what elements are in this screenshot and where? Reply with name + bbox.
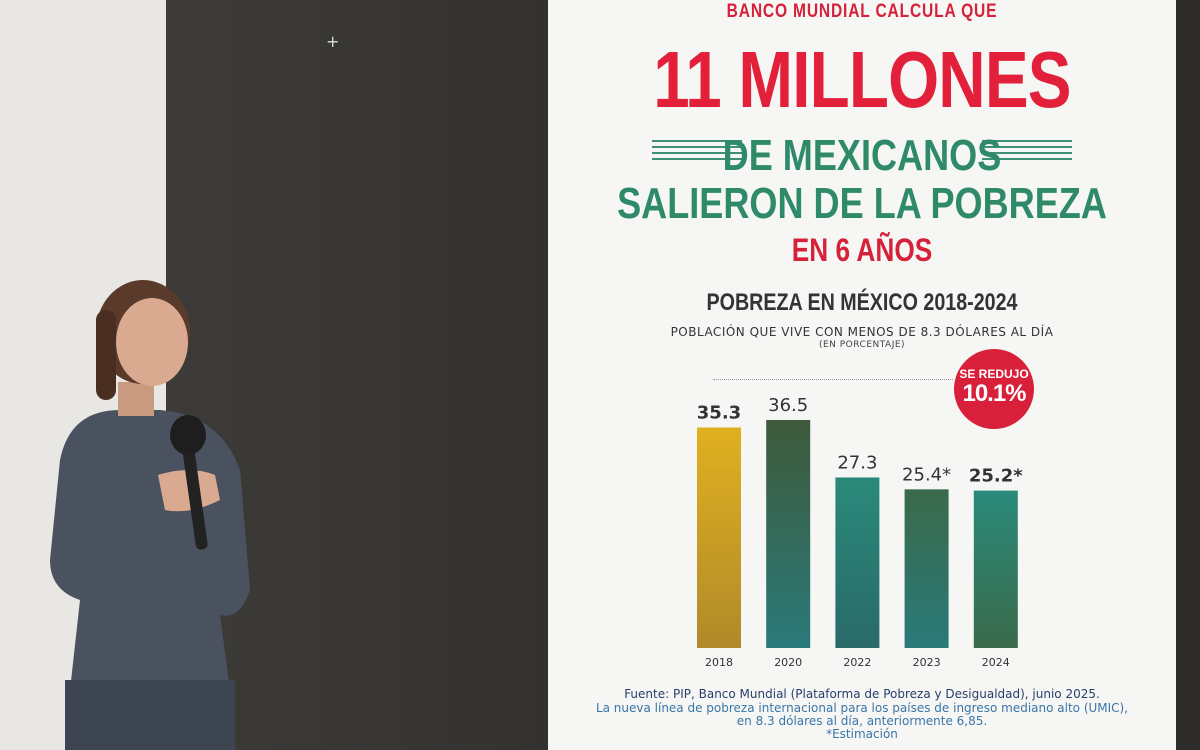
bar-2023: [904, 489, 949, 648]
data-label: 36.5: [768, 395, 808, 416]
data-label: 25.4*: [902, 464, 951, 485]
x-tick-label: 2023: [913, 656, 941, 669]
reduction-badge: SE REDUJO 10.1%: [954, 349, 1034, 429]
footnote-1: La nueva línea de pobreza internacional …: [595, 701, 1129, 715]
data-label: 27.3: [837, 452, 877, 473]
x-tick-label: 2024: [982, 656, 1010, 669]
slide-headline: 11 MILLONES: [653, 35, 1071, 124]
bar-2018: [697, 427, 741, 648]
x-tick-label: 2018: [705, 656, 733, 669]
background-panel: [166, 0, 556, 750]
data-label: 35.3: [697, 402, 741, 423]
presentation-slide: BANCO MUNDIAL CALCULA QUE 11 MILLONES DE…: [548, 0, 1176, 750]
source-note: Fuente: PIP, Banco Mundial (Plataforma d…: [624, 687, 1100, 701]
chart-title: POBREZA EN MÉXICO 2018-2024: [706, 289, 1018, 316]
dotted-guide: [713, 379, 953, 380]
slide-kicker: BANCO MUNDIAL CALCULA QUE: [726, 1, 998, 22]
bar-2022: [835, 477, 880, 648]
background-edge: [1176, 0, 1200, 750]
bar-2024: [973, 490, 1018, 648]
footnote-2: en 8.3 dólares al día, anteriormente 6,8…: [736, 714, 988, 728]
bar-chart: 35.3 2018 36.5 2020 27.3 2022 25.4* 2023 25.2* 20…: [697, 395, 1024, 669]
x-tick-label: 2020: [774, 656, 802, 669]
bar-2020: [766, 420, 811, 648]
slide-line-2: DE MEXICANOS: [722, 131, 1002, 180]
badge-value: 10.1%: [962, 380, 1026, 407]
decorative-lines: [652, 140, 742, 162]
light-reflection: +: [326, 32, 340, 51]
x-tick-label: 2022: [843, 656, 871, 669]
slide-line-3: SALIERON DE LA POBREZA: [617, 179, 1107, 228]
data-label: 25.2*: [969, 466, 1023, 487]
chart-subtitle: POBLACIÓN QUE VIVE CON MENOS DE 8.3 DÓLA…: [670, 325, 1054, 339]
chart-unit: (EN PORCENTAJE): [818, 340, 906, 350]
badge-label: SE REDUJO: [959, 367, 1029, 381]
slide-line-4: EN 6 AÑOS: [791, 232, 933, 268]
footnote-3: *Estimación: [826, 727, 898, 741]
speaker: [50, 280, 250, 750]
decorative-lines: [982, 140, 1072, 162]
